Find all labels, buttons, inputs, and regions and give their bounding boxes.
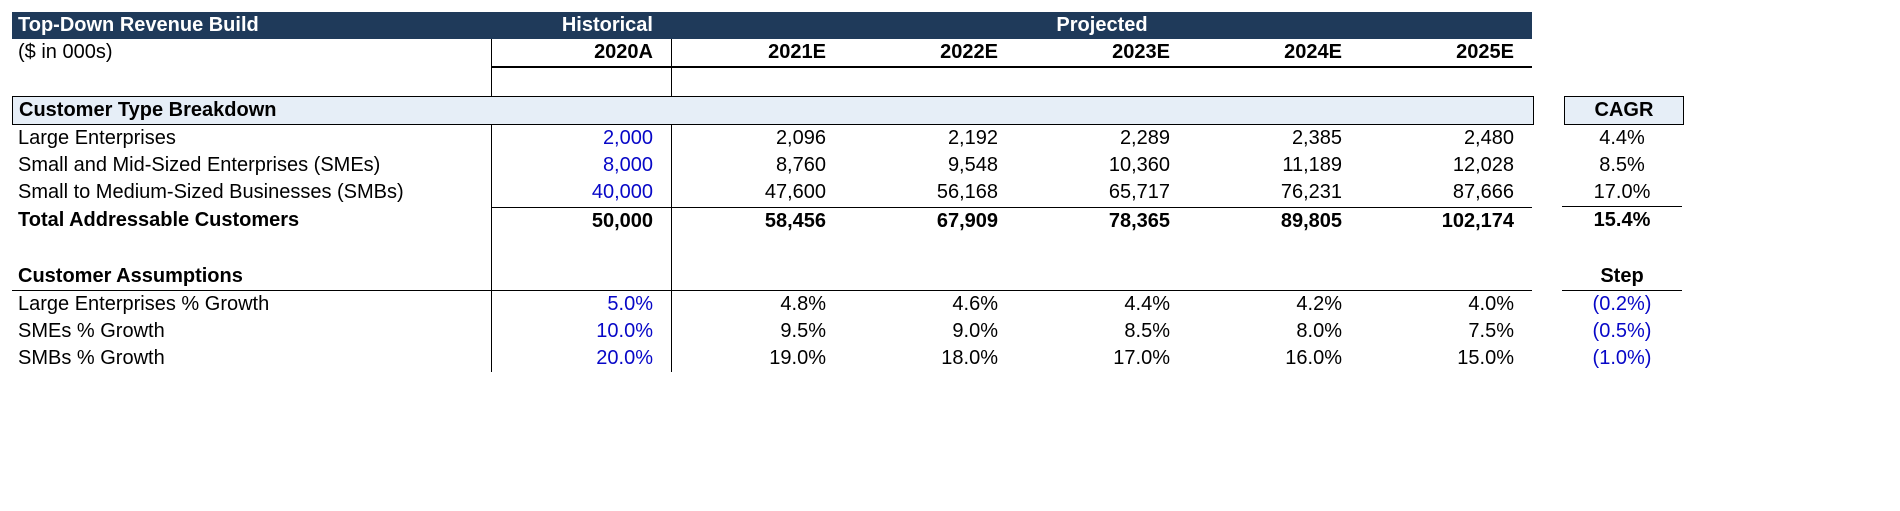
table-row: Small to Medium-Sized Businesses (SMBs) … (12, 179, 1888, 207)
total-proj: 89,805 (1188, 207, 1360, 235)
row-proj: 9.5% (672, 318, 844, 345)
table-row: SMBs % Growth 20.0% 19.0% 18.0% 17.0% 16… (12, 345, 1888, 372)
row-proj: 11,189 (1188, 152, 1360, 179)
total-hist: 50,000 (492, 207, 672, 235)
proj-label: Projected (672, 12, 1532, 39)
total-proj: 102,174 (1360, 207, 1532, 235)
row-proj: 56,168 (844, 179, 1016, 207)
total-label: Total Addressable Customers (12, 207, 492, 235)
row-label: SMBs % Growth (12, 345, 492, 372)
row-proj: 17.0% (1016, 345, 1188, 372)
row-label: Large Enterprises (12, 125, 492, 152)
row-proj: 2,385 (1188, 125, 1360, 152)
row-proj: 9,548 (844, 152, 1016, 179)
year-row: ($ in 000s) 2020A 2021E 2022E 2023E 2024… (12, 39, 1888, 68)
row-step: (1.0%) (1562, 345, 1682, 372)
table-row: Small and Mid-Sized Enterprises (SMEs) 8… (12, 152, 1888, 179)
row-hist: 10.0% (492, 318, 672, 345)
header-band: Top-Down Revenue Build Historical Projec… (12, 12, 1888, 39)
row-proj: 18.0% (844, 345, 1016, 372)
row-cagr: 8.5% (1562, 152, 1682, 179)
year-proj-2: 2023E (1016, 39, 1188, 68)
row-proj: 8.0% (1188, 318, 1360, 345)
row-proj: 10,360 (1016, 152, 1188, 179)
table-row: Large Enterprises % Growth 5.0% 4.8% 4.6… (12, 291, 1888, 318)
step-label: Step (1562, 263, 1682, 291)
row-proj: 47,600 (672, 179, 844, 207)
total-row: Total Addressable Customers 50,000 58,45… (12, 207, 1888, 235)
row-proj: 2,192 (844, 125, 1016, 152)
section1-header: Customer Type Breakdown CAGR (12, 96, 1888, 125)
row-proj: 19.0% (672, 345, 844, 372)
row-proj: 8,760 (672, 152, 844, 179)
row-hist: 5.0% (492, 291, 672, 318)
row-step: (0.5%) (1562, 318, 1682, 345)
row-step: (0.2%) (1562, 291, 1682, 318)
row-proj: 4.0% (1360, 291, 1532, 318)
row-proj: 16.0% (1188, 345, 1360, 372)
units-label: ($ in 000s) (12, 39, 492, 68)
row-cagr: 4.4% (1562, 125, 1682, 152)
total-proj: 67,909 (844, 207, 1016, 235)
row-hist: 2,000 (492, 125, 672, 152)
row-proj: 4.2% (1188, 291, 1360, 318)
year-hist: 2020A (492, 39, 672, 68)
row-cagr: 17.0% (1562, 179, 1682, 207)
year-proj-1: 2022E (844, 39, 1016, 68)
row-proj: 4.4% (1016, 291, 1188, 318)
section2-title: Customer Assumptions (12, 263, 492, 291)
total-proj: 58,456 (672, 207, 844, 235)
row-label: Small and Mid-Sized Enterprises (SMEs) (12, 152, 492, 179)
total-proj: 78,365 (1016, 207, 1188, 235)
year-proj-3: 2024E (1188, 39, 1360, 68)
row-proj: 4.8% (672, 291, 844, 318)
row-hist: 40,000 (492, 179, 672, 207)
row-label: Small to Medium-Sized Businesses (SMBs) (12, 179, 492, 207)
row-proj: 7.5% (1360, 318, 1532, 345)
row-proj: 76,231 (1188, 179, 1360, 207)
section2-header: Customer Assumptions Step (12, 263, 1888, 291)
year-proj-4: 2025E (1360, 39, 1532, 68)
row-proj: 9.0% (844, 318, 1016, 345)
title: Top-Down Revenue Build (12, 12, 492, 39)
row-proj: 8.5% (1016, 318, 1188, 345)
section1-title: Customer Type Breakdown (13, 97, 493, 124)
cagr-label: CAGR (1564, 96, 1684, 125)
row-proj: 12,028 (1360, 152, 1532, 179)
spacer (12, 235, 1888, 263)
row-label: SMEs % Growth (12, 318, 492, 345)
row-proj: 2,480 (1360, 125, 1532, 152)
row-proj: 2,096 (672, 125, 844, 152)
hist-label: Historical (492, 12, 672, 39)
row-proj: 65,717 (1016, 179, 1188, 207)
row-proj: 15.0% (1360, 345, 1532, 372)
row-proj: 87,666 (1360, 179, 1532, 207)
row-proj: 4.6% (844, 291, 1016, 318)
row-hist: 8,000 (492, 152, 672, 179)
total-cagr: 15.4% (1562, 207, 1682, 235)
table-row: SMEs % Growth 10.0% 9.5% 9.0% 8.5% 8.0% … (12, 318, 1888, 345)
spacer (12, 68, 1888, 96)
row-hist: 20.0% (492, 345, 672, 372)
table-row: Large Enterprises 2,000 2,096 2,192 2,28… (12, 125, 1888, 152)
row-proj: 2,289 (1016, 125, 1188, 152)
year-proj-0: 2021E (672, 39, 844, 68)
row-label: Large Enterprises % Growth (12, 291, 492, 318)
